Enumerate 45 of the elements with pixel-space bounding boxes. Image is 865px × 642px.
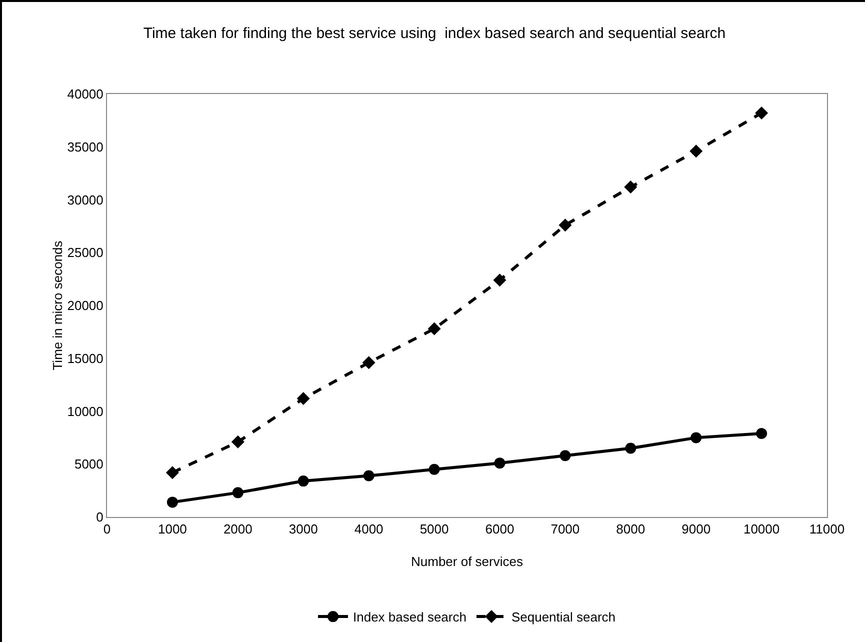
y-tick-label: 0 <box>96 510 104 525</box>
y-tick-label: 35000 <box>67 139 104 154</box>
y-tick-label: 30000 <box>67 192 104 208</box>
point <box>166 466 179 480</box>
y-tick-label: 25000 <box>67 245 104 260</box>
point <box>428 322 441 336</box>
point <box>298 476 309 487</box>
y-tick-label: 15000 <box>67 350 104 366</box>
point <box>755 106 768 120</box>
point <box>560 450 571 462</box>
point <box>690 432 702 444</box>
point <box>558 218 572 232</box>
point <box>166 496 178 508</box>
point <box>756 428 768 439</box>
y-tick-label: 5000 <box>74 456 104 472</box>
y-tick-label: 10000 <box>67 404 104 419</box>
y-tick-label: 20000 <box>67 298 104 314</box>
point <box>296 392 310 406</box>
point <box>232 487 244 498</box>
point <box>363 470 374 482</box>
x-tick-label: 9000 <box>682 522 711 537</box>
point <box>362 356 376 370</box>
x-tick-label: 4000 <box>354 522 384 537</box>
x-tick-label: 7000 <box>550 522 580 537</box>
point <box>231 435 244 448</box>
x-axis-title: Number of services <box>411 554 524 569</box>
x-tick-label: 11000 <box>809 522 845 537</box>
legend-label: Index based search <box>353 610 466 625</box>
x-tick-label: 3000 <box>288 522 318 537</box>
x-tick-label: 10000 <box>743 522 780 537</box>
point <box>494 458 506 469</box>
x-tick-label: 8000 <box>616 522 646 537</box>
legend-label: Sequential search <box>511 610 616 625</box>
point <box>493 274 506 287</box>
y-axis-title: Time in micro seconds <box>50 240 66 370</box>
x-tick-label: 5000 <box>420 522 449 537</box>
point <box>625 442 636 454</box>
x-tick-label: 6000 <box>485 522 514 537</box>
x-tick-label: 2000 <box>223 522 252 537</box>
y-tick-label: 40000 <box>67 86 104 102</box>
x-tick-label: 1000 <box>158 522 187 537</box>
point <box>428 464 440 475</box>
point <box>624 180 638 194</box>
point <box>690 144 703 158</box>
chart-title: Time taken for finding the best service using index based search and sequential search <box>143 25 726 42</box>
